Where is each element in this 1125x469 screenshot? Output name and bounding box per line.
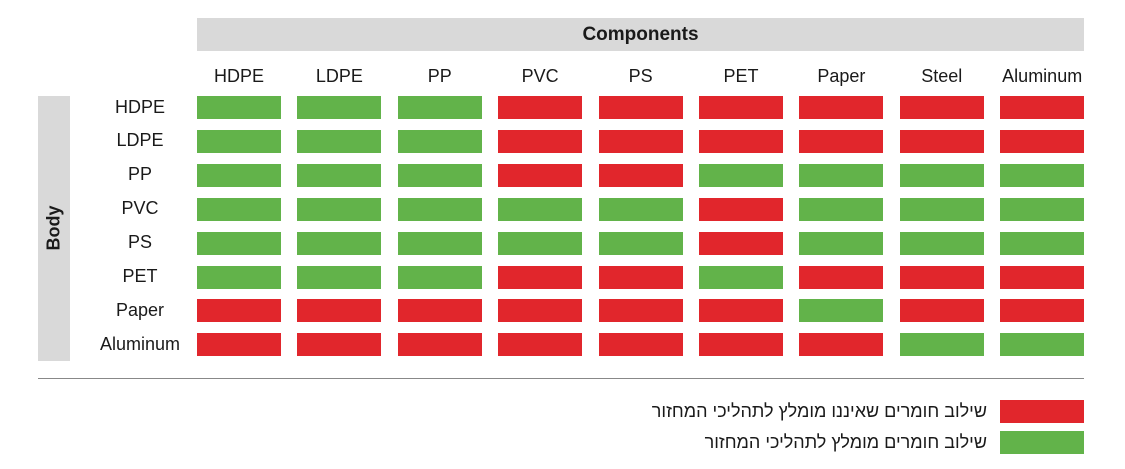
cell-aluminum-ps bbox=[598, 333, 683, 357]
cell-ps-ldpe bbox=[297, 231, 382, 255]
cell-pet-ldpe bbox=[297, 265, 382, 289]
row-label-ldpe: LDPE bbox=[116, 130, 164, 151]
cell-pvc-hdpe bbox=[197, 197, 281, 221]
column-label-paper: Paper bbox=[817, 66, 866, 86]
cell-ldpe-steel bbox=[899, 129, 984, 153]
cell-pp-aluminum bbox=[1000, 163, 1085, 187]
column-label-aluminum: Aluminum bbox=[1002, 66, 1083, 86]
cell-pet-pet bbox=[699, 265, 783, 289]
cell-paper-hdpe bbox=[197, 299, 281, 323]
cell-hdpe-paper bbox=[799, 96, 884, 119]
cell-aluminum-aluminum bbox=[1000, 333, 1085, 357]
cell-pet-paper bbox=[799, 265, 884, 289]
cell-paper-pvc bbox=[498, 299, 583, 323]
cell-pet-pp bbox=[397, 265, 482, 289]
column-label-pvc: PVC bbox=[521, 66, 559, 86]
cell-pp-ldpe bbox=[297, 163, 382, 187]
cell-ps-pet bbox=[699, 231, 783, 255]
row-label-aluminum: Aluminum bbox=[99, 333, 181, 354]
body-axis-label: Body bbox=[43, 205, 64, 251]
cell-pvc-pvc bbox=[498, 197, 583, 221]
cell-pp-hdpe bbox=[197, 163, 281, 187]
cell-pp-steel bbox=[899, 163, 984, 187]
cell-aluminum-pvc bbox=[498, 333, 583, 357]
cell-ldpe-ldpe bbox=[297, 129, 382, 153]
cell-pet-hdpe bbox=[197, 265, 281, 289]
cell-pvc-ps bbox=[598, 197, 683, 221]
legend-swatch-red bbox=[1000, 400, 1084, 423]
cell-aluminum-steel bbox=[899, 333, 984, 357]
cell-pp-paper bbox=[799, 163, 884, 187]
cell-pvc-aluminum bbox=[1000, 197, 1085, 221]
cell-ps-aluminum bbox=[1000, 231, 1085, 255]
cell-paper-pet bbox=[699, 299, 783, 323]
cell-ldpe-paper bbox=[799, 129, 884, 153]
cell-pp-pp bbox=[397, 163, 482, 187]
legend-swatch-green bbox=[1000, 431, 1084, 454]
cell-pp-pet bbox=[699, 163, 783, 187]
cell-pp-ps bbox=[598, 163, 683, 187]
cell-ps-pvc bbox=[498, 231, 583, 255]
cell-hdpe-hdpe bbox=[197, 96, 281, 119]
cell-pvc-steel bbox=[899, 197, 984, 221]
cell-pet-ps bbox=[598, 265, 683, 289]
column-label-hdpe: HDPE bbox=[213, 66, 264, 86]
components-title: Components bbox=[582, 23, 699, 45]
cell-ps-ps bbox=[598, 231, 683, 255]
cell-paper-aluminum bbox=[1000, 299, 1085, 323]
cell-aluminum-hdpe bbox=[197, 333, 281, 357]
body-axis-bar bbox=[38, 96, 70, 361]
cell-hdpe-aluminum bbox=[1000, 96, 1085, 119]
components-header: Components bbox=[197, 18, 1084, 51]
cell-ps-pp bbox=[397, 231, 482, 255]
cell-aluminum-pet bbox=[699, 333, 783, 357]
cell-paper-ldpe bbox=[297, 299, 382, 323]
row-label-hdpe: HDPE bbox=[114, 96, 165, 117]
cell-ldpe-hdpe bbox=[197, 129, 281, 153]
cell-hdpe-pvc bbox=[498, 96, 583, 119]
cell-paper-paper bbox=[799, 299, 884, 323]
column-label-ldpe: LDPE bbox=[315, 66, 363, 86]
cell-ldpe-pvc bbox=[498, 129, 583, 153]
cell-pvc-pet bbox=[699, 197, 783, 221]
cell-ps-hdpe bbox=[197, 231, 281, 255]
cell-pet-pvc bbox=[498, 265, 583, 289]
cell-pp-pvc bbox=[498, 163, 583, 187]
row-label-pet: PET bbox=[122, 266, 158, 286]
cell-paper-pp bbox=[397, 299, 482, 323]
cell-hdpe-pet bbox=[699, 96, 783, 119]
legend-label-recommended: שילוב חומרים מומלץ לתהליכי המחזור bbox=[704, 432, 987, 452]
cell-aluminum-paper bbox=[799, 333, 884, 357]
row-label-paper: Paper bbox=[115, 299, 165, 320]
cell-ldpe-ps bbox=[598, 129, 683, 153]
cell-paper-ps bbox=[598, 299, 683, 323]
cell-aluminum-ldpe bbox=[297, 333, 382, 357]
legend-label-not-recommended: שילוב חומרים שאיננו מומלץ לתהליכי המחזור bbox=[651, 401, 987, 421]
cell-ldpe-pp bbox=[397, 129, 482, 153]
column-label-ps: PS bbox=[628, 66, 653, 86]
cell-hdpe-steel bbox=[899, 96, 984, 119]
cell-ps-paper bbox=[799, 231, 884, 255]
cell-hdpe-pp bbox=[397, 96, 482, 119]
cell-hdpe-ps bbox=[598, 96, 683, 119]
column-label-pp: PP bbox=[427, 66, 452, 86]
cell-pet-aluminum bbox=[1000, 265, 1085, 289]
cell-pvc-pp bbox=[397, 197, 482, 221]
legend-divider bbox=[38, 378, 1084, 379]
row-label-pp: PP bbox=[127, 164, 152, 185]
row-label-pvc: PVC bbox=[121, 198, 159, 219]
column-label-steel: Steel bbox=[921, 66, 963, 86]
cell-hdpe-ldpe bbox=[297, 96, 382, 119]
column-label-pet: PET bbox=[723, 66, 759, 86]
cell-pvc-ldpe bbox=[297, 197, 382, 221]
cell-aluminum-pp bbox=[397, 333, 482, 357]
cell-ldpe-aluminum bbox=[1000, 129, 1085, 153]
row-label-ps: PS bbox=[127, 232, 152, 253]
cell-ldpe-pet bbox=[699, 129, 783, 153]
cell-pvc-paper bbox=[799, 197, 884, 221]
cell-paper-steel bbox=[899, 299, 984, 323]
cell-ps-steel bbox=[899, 231, 984, 255]
cell-pet-steel bbox=[899, 265, 984, 289]
